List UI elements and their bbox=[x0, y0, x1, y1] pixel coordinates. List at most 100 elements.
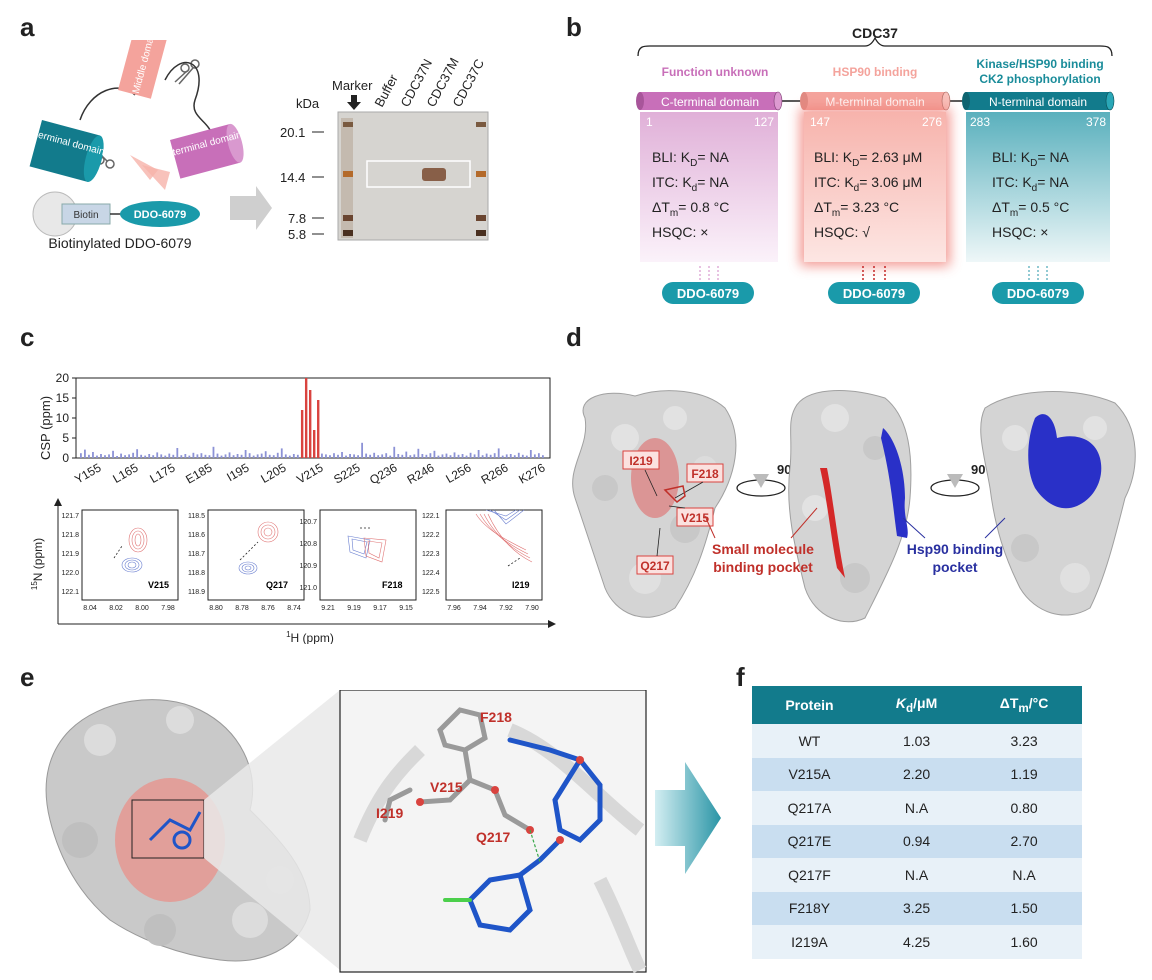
teal-arrow-icon bbox=[655, 762, 721, 874]
csp-bar bbox=[509, 454, 512, 458]
csp-bar bbox=[88, 454, 90, 458]
csp-xtick-label: V215 bbox=[294, 460, 326, 486]
csp-bar bbox=[304, 378, 308, 458]
e-residue-f218: F218 bbox=[480, 709, 512, 725]
compound-label-c: DDO-6079 bbox=[677, 286, 739, 301]
svg-text:118.6: 118.6 bbox=[188, 532, 205, 539]
csp-bar bbox=[405, 451, 408, 458]
csp-bar bbox=[140, 454, 143, 458]
table-row: F218Y 3.25 1.50 bbox=[752, 891, 1082, 925]
binding-arrows-m bbox=[862, 266, 886, 280]
csp-bar bbox=[108, 454, 110, 458]
table-row: I219A 4.25 1.60 bbox=[752, 925, 1082, 959]
csp-bar bbox=[533, 454, 536, 458]
csp-bar bbox=[345, 455, 347, 458]
csp-bar bbox=[513, 455, 516, 458]
csp-bar bbox=[381, 454, 384, 458]
csp-bar bbox=[489, 454, 492, 458]
csp-bar bbox=[333, 453, 335, 458]
svg-text:7.94: 7.94 bbox=[473, 605, 487, 612]
gel-marker-20-1: 20.1 bbox=[280, 125, 305, 140]
svg-text:HSQC: √: HSQC: √ bbox=[814, 224, 870, 240]
csp-bar bbox=[164, 455, 167, 458]
panel-d-figure: I219 F218 V215 Q217 90° 90° Small molecu… bbox=[572, 390, 1136, 623]
panel-label-a: a bbox=[20, 12, 35, 42]
d-residue-i219: I219 bbox=[629, 454, 653, 468]
n-domain-start: 283 bbox=[970, 115, 990, 129]
svg-text:9.21: 9.21 bbox=[321, 605, 335, 612]
csp-bar bbox=[481, 455, 484, 458]
right-arrow-icon bbox=[230, 186, 272, 230]
csp-bar bbox=[188, 455, 191, 458]
csp-bar bbox=[272, 455, 275, 458]
csp-bar bbox=[232, 455, 235, 458]
rotation-icon: 90° bbox=[736, 462, 797, 497]
panel-e-figure: F218 V215 I219 Q217 bbox=[45, 690, 647, 974]
svg-text:9.17: 9.17 bbox=[373, 605, 387, 612]
panel-label-f: f bbox=[736, 662, 745, 692]
n-domain-end: 378 bbox=[1086, 115, 1106, 129]
svg-text:ΔTm= 0.5 °C: ΔTm= 0.5 °C bbox=[992, 199, 1069, 219]
panel-label-e: e bbox=[20, 662, 35, 692]
mutant-kd-table: Protein Kd/μM ΔTm/°C WT 1.03 3.23 V215A 2.2… bbox=[752, 686, 1082, 959]
csp-bar bbox=[429, 453, 432, 458]
hsqc-plot-i219: I219 122.1 122.2 122.3 122.4 122.5 7.96 7.94 7… bbox=[422, 509, 543, 612]
csp-bar bbox=[473, 454, 476, 458]
compound-label-m: DDO-6079 bbox=[843, 286, 905, 301]
gel-marker-5-8: 5.8 bbox=[288, 227, 306, 242]
csp-bar bbox=[252, 455, 255, 458]
csp-bar bbox=[529, 450, 532, 458]
svg-text:7.98: 7.98 bbox=[161, 605, 175, 612]
csp-bar bbox=[521, 454, 524, 458]
csp-bar bbox=[268, 454, 271, 458]
csp-bar bbox=[84, 449, 86, 458]
svg-text:ITC: Kd= NA: ITC: Kd= NA bbox=[652, 174, 729, 194]
csp-bar bbox=[220, 455, 223, 458]
csp-xtick-label: E185 bbox=[183, 460, 215, 486]
csp-bar bbox=[200, 453, 203, 458]
caption-biotinylated: Biotinylated DDO-6079 bbox=[48, 235, 191, 251]
csp-bar bbox=[296, 454, 299, 458]
csp-bar bbox=[373, 452, 376, 458]
csp-bar bbox=[184, 454, 187, 458]
csp-bar bbox=[501, 455, 504, 458]
csp-bar bbox=[357, 455, 359, 458]
table-header-kd: Kd/μM bbox=[866, 686, 967, 724]
c-terminal-domain-cylinder: C terminal domain bbox=[162, 123, 244, 179]
csp-bar bbox=[152, 455, 155, 458]
table-header-protein: Protein bbox=[752, 686, 867, 724]
csp-ytick-label: 5 bbox=[62, 431, 69, 445]
svg-text:I219: I219 bbox=[512, 580, 530, 590]
csp-ytick-label: 15 bbox=[56, 391, 70, 405]
csp-ytick-label: 0 bbox=[62, 451, 69, 465]
m-domain-end: 276 bbox=[922, 115, 942, 129]
csp-bar bbox=[493, 453, 496, 458]
m-domain-start: 147 bbox=[810, 115, 830, 129]
csp-bar bbox=[120, 453, 122, 458]
csp-xtick-label: I195 bbox=[224, 460, 252, 484]
svg-text:118.7: 118.7 bbox=[188, 551, 205, 558]
csp-bar bbox=[104, 455, 106, 458]
n-terminal-domain-label: N-terminal domain bbox=[989, 95, 1087, 109]
svg-text:118.9: 118.9 bbox=[188, 589, 205, 596]
svg-text:122.5: 122.5 bbox=[422, 589, 440, 596]
csp-bar bbox=[236, 454, 239, 458]
c-terminal-measurements: BLI: KD= NA ITC: Kd= NA ΔTm= 0.8 °C HSQC… bbox=[652, 149, 730, 240]
csp-bar bbox=[204, 454, 207, 458]
csp-bar bbox=[180, 455, 183, 458]
svg-text:F218: F218 bbox=[382, 580, 403, 590]
svg-text:121.7: 121.7 bbox=[61, 513, 79, 520]
csp-bar bbox=[124, 455, 126, 458]
compound-pill-c bbox=[662, 282, 754, 304]
csp-bar bbox=[168, 453, 171, 458]
csp-xtick-label: L175 bbox=[147, 460, 177, 486]
csp-bar bbox=[284, 454, 287, 458]
svg-text:122.3: 122.3 bbox=[422, 551, 440, 558]
csp-bar bbox=[413, 454, 416, 458]
svg-text:9.15: 9.15 bbox=[399, 605, 413, 612]
hsp90-pocket-label-1: Hsp90 binding bbox=[907, 541, 1003, 557]
hsqc-plot-q217: Q217 118.5 118.6 118.7 118.8 118.9 8.80 8.78 8… bbox=[188, 509, 305, 612]
binding-arrows-n bbox=[1028, 266, 1048, 280]
csp-bar bbox=[160, 454, 163, 458]
